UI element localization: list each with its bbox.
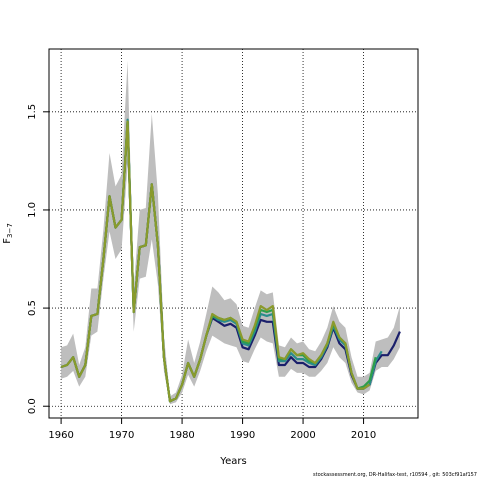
y-tick-label: 1.5 — [27, 104, 38, 120]
y-axis-title: F3−7 — [2, 223, 14, 244]
y-tick-label: 0.5 — [27, 300, 38, 316]
x-tick-label: 1970 — [109, 430, 134, 441]
x-tick-label: 2000 — [290, 430, 315, 441]
y-axis: 0.0 0.5 1.0 1.5 — [27, 104, 49, 414]
series-line-4 — [60, 120, 371, 403]
y-tick-label: 0.0 — [27, 398, 38, 414]
y-tick-label: 1.0 — [27, 202, 38, 218]
y-axis-title-subscript: 3−7 — [6, 223, 14, 238]
confidence-band — [61, 60, 400, 405]
plot-frame — [48, 48, 419, 419]
footer-credit: stockassessment.org, DR-Halifax-test, r1… — [313, 472, 477, 478]
x-axis-title: Years — [219, 456, 246, 467]
series-lines — [60, 118, 401, 403]
x-tick-label: 1990 — [230, 430, 255, 441]
x-tick-label: 2010 — [351, 430, 376, 441]
x-axis: 1960 1970 1980 1990 2000 2010 — [48, 418, 376, 441]
x-tick-label: 1960 — [48, 430, 73, 441]
x-tick-label: 1980 — [169, 430, 194, 441]
y-axis-title-base: F — [2, 238, 13, 244]
